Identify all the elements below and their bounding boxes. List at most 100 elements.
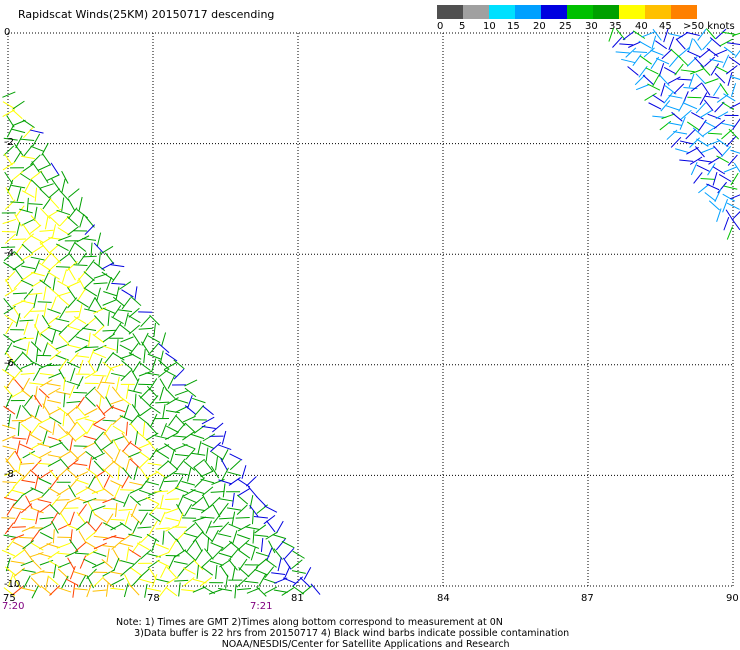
wind-barb	[119, 324, 132, 334]
wind-barb	[200, 470, 214, 478]
wind-barb	[84, 386, 96, 397]
wind-barb	[165, 508, 179, 514]
wind-barb	[709, 37, 722, 48]
wind-barb	[91, 488, 106, 494]
wind-barb	[130, 295, 142, 307]
wind-barb	[173, 359, 185, 370]
wind-barb	[133, 466, 138, 481]
wind-barb	[255, 551, 270, 557]
wind-barb	[56, 391, 71, 395]
wind-barb	[707, 113, 721, 120]
wind-barb	[235, 517, 250, 519]
wind-barb	[119, 344, 133, 352]
wind-barb	[166, 486, 180, 495]
wind-barb	[46, 174, 60, 182]
wind-barb	[30, 441, 44, 450]
wind-barb	[82, 327, 97, 331]
wind-barb	[86, 575, 95, 589]
wind-barb	[12, 292, 27, 295]
wind-barb	[47, 342, 59, 352]
wind-barb	[4, 233, 16, 244]
wind-barb	[218, 479, 233, 485]
wind-barb	[166, 425, 179, 433]
wind-barb	[85, 396, 96, 407]
wind-barb	[39, 325, 52, 335]
wind-barb	[174, 390, 189, 396]
wind-barb	[120, 370, 132, 382]
wind-barb	[245, 526, 259, 530]
wind-barb	[277, 557, 282, 572]
wind-barb	[184, 387, 197, 398]
wind-barb	[209, 442, 222, 453]
wind-barb	[65, 550, 79, 558]
wind-barb	[217, 533, 232, 538]
wind-barb	[217, 444, 232, 451]
wind-barb	[40, 379, 53, 388]
wind-barb	[49, 260, 61, 271]
wind-barb	[175, 458, 186, 471]
wind-barb	[38, 417, 51, 425]
wind-barb	[2, 481, 17, 484]
wind-barb	[213, 511, 223, 524]
wind-barb	[75, 487, 89, 496]
wind-barb	[196, 564, 199, 579]
wind-barb	[639, 55, 652, 65]
wind-barb	[113, 557, 120, 572]
wind-barb	[102, 345, 117, 351]
wind-barb	[200, 577, 212, 587]
wind-barb	[22, 540, 35, 550]
wind-barb	[34, 405, 40, 419]
wind-barb	[138, 370, 153, 377]
wind-barb	[661, 48, 673, 60]
wind-barb	[120, 566, 132, 577]
wind-barb	[129, 558, 141, 569]
wind-barb	[174, 405, 188, 413]
wind-barb	[77, 503, 87, 516]
wind-barb	[680, 109, 692, 120]
wind-barb	[31, 161, 41, 174]
wind-barb	[110, 587, 125, 591]
wind-barb	[95, 475, 103, 488]
wind-barb	[11, 184, 26, 189]
wind-barb	[134, 286, 138, 301]
lat-label-minus8: -8	[4, 469, 14, 480]
wind-barb	[723, 185, 738, 190]
wind-barb	[51, 520, 59, 534]
wind-barb	[155, 543, 170, 550]
wind-barb	[38, 362, 52, 370]
wind-barb	[125, 458, 131, 473]
wind-barb	[112, 414, 124, 425]
wind-barb	[21, 265, 36, 270]
wind-barb	[118, 309, 133, 313]
wind-barb	[173, 368, 185, 380]
wind-barb	[698, 48, 711, 59]
wind-barb	[147, 423, 158, 435]
wind-barb	[12, 345, 27, 351]
wind-barb	[2, 109, 16, 118]
wind-barb	[156, 559, 170, 568]
wind-barb	[38, 450, 52, 459]
wind-barb	[49, 197, 60, 209]
wind-barb	[264, 505, 278, 513]
wind-barb	[263, 578, 277, 584]
wind-barb	[102, 361, 114, 372]
wind-barb	[219, 565, 229, 578]
wind-barb	[15, 205, 25, 218]
wind-barb	[163, 480, 178, 483]
wind-barb	[1, 517, 16, 519]
wind-barb	[310, 583, 321, 595]
wind-barb	[271, 572, 286, 575]
wind-barb	[126, 546, 130, 561]
wind-barb	[628, 41, 642, 48]
wind-barb	[208, 588, 223, 595]
wind-barb	[19, 443, 33, 451]
wind-barb	[4, 486, 15, 499]
wind-barb	[263, 514, 276, 525]
wind-barb	[76, 396, 85, 409]
wind-barb	[88, 296, 96, 310]
wind-barb	[156, 507, 171, 511]
footnotes: Note: 1) Times are GMT 2)Times along bot…	[116, 617, 569, 650]
wind-barb	[84, 224, 95, 236]
wind-barb	[701, 83, 711, 96]
wind-barb	[194, 539, 203, 552]
